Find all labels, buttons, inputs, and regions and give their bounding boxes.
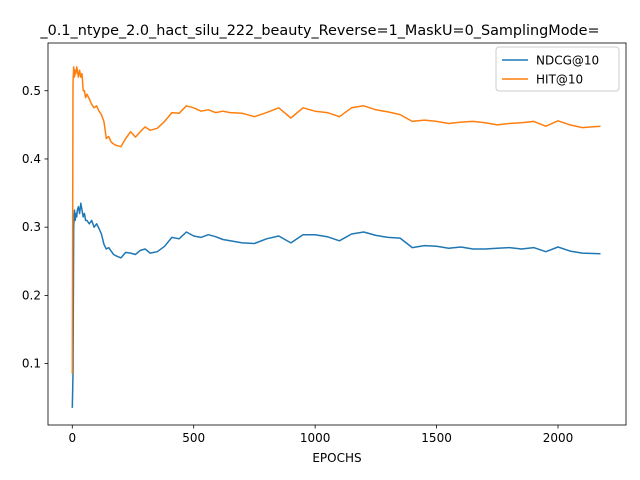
- y-tick-label: 0.2: [22, 288, 41, 302]
- legend: NDCG@10 HIT@10: [495, 46, 620, 92]
- series-layer: [71, 66, 601, 408]
- y-tick-label: 0.4: [22, 152, 41, 166]
- x-tick-label: 2000: [543, 431, 574, 445]
- series-line-1: [71, 66, 601, 374]
- y-tick-label: 0.5: [22, 84, 41, 98]
- y-axis: 0.1 0.2 0.3 0.4 0.5: [22, 84, 48, 371]
- legend-frame: [495, 46, 620, 92]
- x-tick-label: 0: [68, 431, 76, 445]
- series-line-0: [71, 202, 601, 408]
- x-tick-label: 1000: [300, 431, 331, 445]
- legend-label-1: HIT@10: [536, 73, 583, 87]
- x-axis-label: EPOCHS: [312, 451, 361, 465]
- y-tick-label: 0.3: [22, 220, 41, 234]
- x-axis: 0 500 1000 1500 2000: [68, 425, 573, 445]
- x-tick-label: 500: [182, 431, 205, 445]
- plot-frame: [47, 42, 627, 426]
- x-tick-label: 1500: [421, 431, 452, 445]
- chart-title: _0.1_ntype_2.0_hact_silu_222_beauty_Reve…: [39, 23, 599, 39]
- legend-label-0: NDCG@10: [536, 54, 599, 68]
- y-tick-label: 0.1: [22, 357, 41, 371]
